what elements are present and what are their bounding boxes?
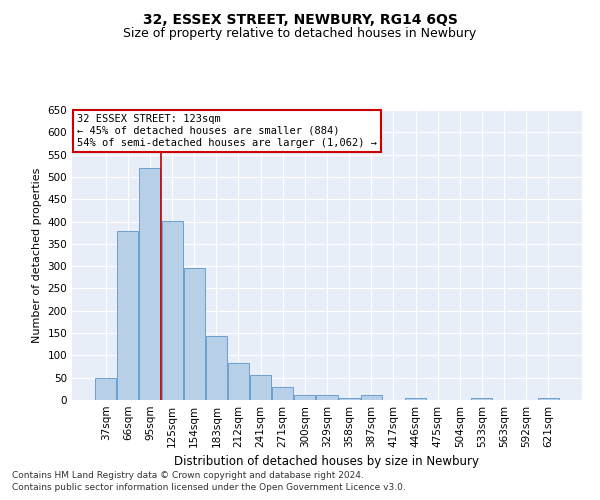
Text: 32 ESSEX STREET: 123sqm
← 45% of detached houses are smaller (884)
54% of semi-d: 32 ESSEX STREET: 123sqm ← 45% of detache… xyxy=(77,114,377,148)
Bar xyxy=(272,386,293,400)
Bar xyxy=(118,232,139,400)
Bar xyxy=(250,376,271,400)
Bar xyxy=(538,398,559,400)
Text: 32, ESSEX STREET, NEWBURY, RG14 6QS: 32, ESSEX STREET, NEWBURY, RG14 6QS xyxy=(143,12,457,26)
Text: Contains HM Land Registry data © Crown copyright and database right 2024.: Contains HM Land Registry data © Crown c… xyxy=(12,471,364,480)
Text: Size of property relative to detached houses in Newbury: Size of property relative to detached ho… xyxy=(124,28,476,40)
Bar xyxy=(161,221,182,400)
Bar xyxy=(95,378,116,400)
Bar xyxy=(206,336,227,400)
X-axis label: Distribution of detached houses by size in Newbury: Distribution of detached houses by size … xyxy=(175,456,479,468)
Bar xyxy=(228,364,249,400)
Bar xyxy=(472,398,493,400)
Text: Contains public sector information licensed under the Open Government Licence v3: Contains public sector information licen… xyxy=(12,484,406,492)
Bar xyxy=(316,395,338,400)
Bar xyxy=(184,268,205,400)
Y-axis label: Number of detached properties: Number of detached properties xyxy=(32,168,42,342)
Bar xyxy=(139,168,160,400)
Bar xyxy=(405,398,426,400)
Bar xyxy=(295,395,316,400)
Bar xyxy=(361,394,382,400)
Bar xyxy=(338,398,359,400)
